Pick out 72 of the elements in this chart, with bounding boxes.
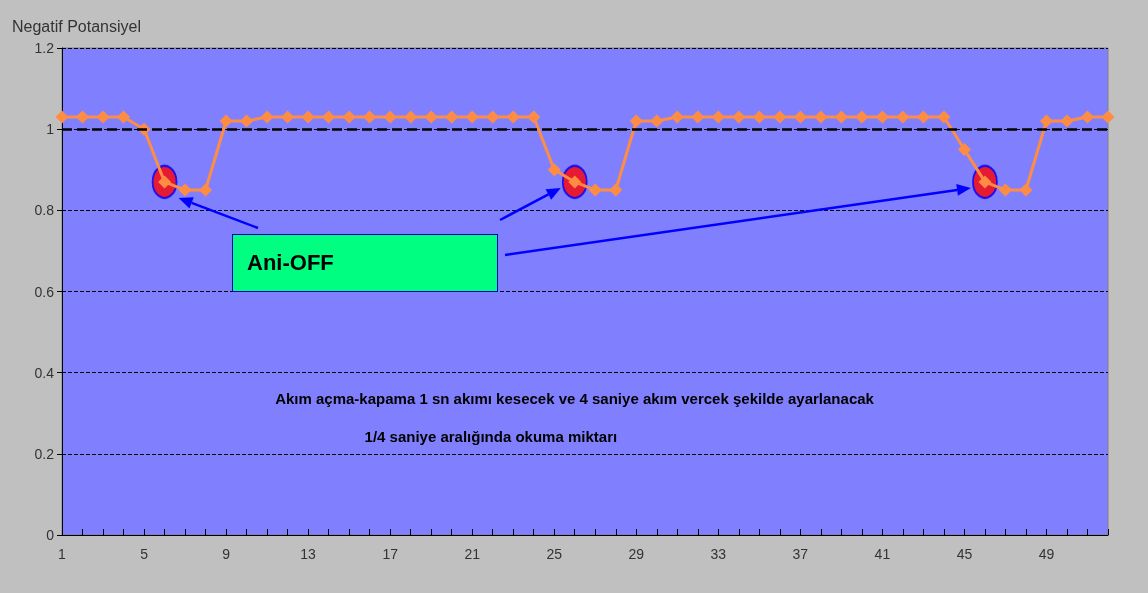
point — [445, 110, 459, 124]
point — [855, 110, 869, 124]
annotation: Akım açma-kapama 1 sn akımı kesecek ve 4 saniye akım vercek şekilde ayarlanacak — [275, 390, 874, 407]
y-axis-title: Negatif Potansiyel — [12, 17, 141, 35]
annotation: 1/4 saniye aralığında okuma miktarı — [364, 428, 618, 445]
point — [486, 110, 500, 124]
point — [117, 110, 131, 124]
x-tick-label: 9 — [222, 546, 231, 562]
x-tick-label: 41 — [874, 546, 891, 562]
x-tick-label: 21 — [464, 546, 481, 562]
point — [281, 110, 295, 124]
point — [363, 110, 377, 124]
point — [732, 110, 746, 124]
point — [998, 183, 1012, 197]
x-tick-label: 5 — [140, 546, 149, 562]
point — [383, 110, 397, 124]
point — [937, 110, 951, 124]
point — [322, 110, 336, 124]
point — [691, 110, 705, 124]
point — [957, 142, 971, 156]
point — [916, 110, 930, 124]
point — [650, 114, 664, 128]
point — [219, 114, 233, 128]
point — [527, 110, 541, 124]
point — [896, 110, 910, 124]
point — [834, 110, 848, 124]
y-tick-label: 0.6 — [34, 283, 55, 300]
point — [711, 110, 725, 124]
x-tick-label: 25 — [546, 546, 563, 562]
point — [1060, 114, 1074, 128]
x-tick-label: 45 — [956, 546, 973, 562]
point — [301, 110, 315, 124]
y-tick-label: 0.4 — [34, 364, 55, 381]
point — [773, 110, 787, 124]
x-tick-label: 1 — [58, 546, 67, 562]
point — [1080, 110, 1094, 124]
point — [404, 110, 418, 124]
x-tick-label: 29 — [628, 546, 645, 562]
point — [240, 114, 254, 128]
callout-box: Ani-OFF — [232, 234, 498, 292]
point — [55, 110, 69, 124]
point — [752, 110, 766, 124]
point — [609, 183, 623, 197]
x-tick-label: 37 — [792, 546, 809, 562]
point — [76, 110, 90, 124]
point — [793, 110, 807, 124]
point — [629, 114, 643, 128]
y-tick-label: 0.8 — [34, 202, 55, 219]
point — [814, 110, 828, 124]
y-tick-label: 0.2 — [34, 445, 55, 462]
point — [547, 163, 561, 177]
point — [588, 183, 602, 197]
y-tick-label: 0 — [46, 527, 55, 543]
x-tick-label: 49 — [1038, 546, 1055, 562]
point — [424, 110, 438, 124]
point — [1039, 114, 1053, 128]
point — [260, 110, 274, 124]
point — [178, 183, 192, 197]
point — [96, 110, 110, 124]
point — [199, 183, 213, 197]
x-tick-label: 33 — [710, 546, 727, 562]
point — [670, 110, 684, 124]
point — [506, 110, 520, 124]
x-tick-label: 13 — [300, 546, 317, 562]
x-tick-label: 17 — [382, 546, 399, 562]
point — [1019, 183, 1033, 197]
y-tick-label: 1 — [46, 121, 55, 138]
point — [342, 110, 356, 124]
y-tick-label: 1.2 — [34, 40, 55, 56]
point — [465, 110, 479, 124]
point — [875, 110, 889, 124]
point — [1101, 110, 1115, 124]
